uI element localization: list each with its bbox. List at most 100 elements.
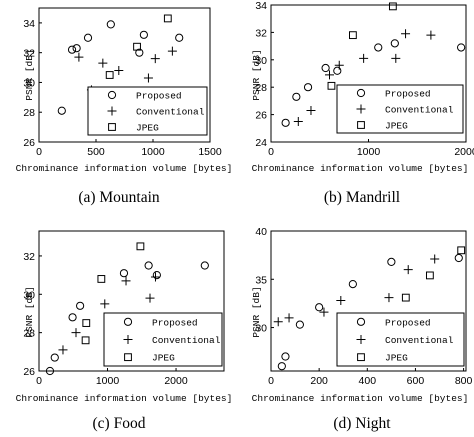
y-tick-label: 30 [23,289,35,301]
x-tick-label: 800 [455,375,473,387]
panel-mountain: 0 500 1000 1500 26 28 30 32 34 PSNR [dB] Chromin… [16,7,232,206]
x-tick-label: 1000 [96,375,120,387]
plot-frame [38,230,225,372]
x-tick-label: 0 [36,375,42,387]
x-tick-label: 0 [268,375,274,387]
legend-marker-circle [356,88,366,98]
y-tick-label: 28 [255,82,267,94]
point-square [136,242,145,251]
point-square [388,2,397,11]
y-tick-label: 30 [23,77,35,89]
point-square [425,271,434,280]
y-tick-label: 26 [23,137,35,149]
point-square [401,293,410,302]
x-axis-label: Chrominance information volume [bytes] [16,393,233,404]
point-circle [457,43,466,52]
legend-label: Proposed [385,317,431,328]
point-circle [454,253,463,263]
legend-marker-circle [107,90,117,100]
point-circle [144,261,153,270]
point-plus [58,345,68,355]
legend-label: JPEG [136,123,159,134]
point-circle [83,33,93,42]
point-plus [336,296,346,306]
point-plus [71,328,81,338]
panel-food: 0 1000 2000 26 28 30 32 PSNR [dB] Chrominance … [16,230,233,432]
point-plus [401,29,411,39]
panel-mandrill: 0 1000 2000 24 26 28 30 32 34 PSNR [dB] Chromina… [251,0,474,206]
point-circle [348,280,357,289]
point-plus [325,70,334,80]
point-circle [106,20,115,29]
point-plus [391,53,401,63]
point-plus [426,30,436,40]
y-tick-label: 26 [255,110,267,122]
panel-caption: (a) Mountain [78,189,160,206]
legend-label: Proposed [136,91,182,102]
point-circle [50,353,59,362]
y-tick-label: 35 [255,274,267,286]
legend-marker-plus [107,106,117,116]
point-plus [74,52,84,62]
point-plus [384,293,394,303]
legend-label: Conventional [136,107,205,118]
y-tick-label: 32 [23,251,35,263]
point-plus [150,54,160,64]
y-tick-label: 34 [23,18,35,30]
point-circle [45,366,55,376]
legend-label: Conventional [385,105,454,116]
point-plus [121,276,131,286]
point-plus [150,272,160,282]
point-plus [100,299,110,309]
point-square [133,42,141,51]
legend: Proposed Conventional JPEG [103,312,223,367]
point-square [457,246,466,255]
point-plus [143,73,153,83]
point-circle [277,362,286,371]
point-square [105,71,114,79]
plot-frame [38,7,211,143]
y-tick-label: 32 [23,48,35,60]
point-plus [359,53,369,63]
point-circle [321,63,330,73]
point-plus [293,116,303,126]
point-circle [175,33,184,42]
y-axis-label: PSNR [dB] [251,286,262,337]
legend-label: JPEG [152,353,175,364]
point-circle [139,30,148,39]
point-circle [281,352,290,361]
point-plus [319,307,329,317]
x-tick-label: 600 [407,375,425,387]
legend-marker-plus [356,104,366,114]
point-square [81,336,90,345]
point-plus [145,293,155,303]
legend-marker-plus [123,335,133,344]
x-tick-label: 500 [87,146,105,158]
legend-marker-square [108,123,116,131]
x-tick-label: 0 [268,146,274,158]
legend: Proposed Conventional JPEG [336,312,465,367]
y-tick-label: 26 [23,366,35,378]
panel-caption: (d) Night [333,415,391,432]
y-tick-label: 30 [255,323,267,335]
point-circle [295,320,304,329]
x-tick-label: 400 [359,375,377,387]
legend-label: JPEG [385,121,408,132]
legend-label: Proposed [152,317,198,328]
legend-marker-plus [356,335,366,344]
x-tick-label: 200 [310,375,328,387]
x-tick-label: 1500 [198,146,222,158]
point-square [82,319,91,327]
point-square [349,31,357,40]
x-tick-label: 2000 [454,146,474,158]
point-circle [303,83,313,92]
point-square [327,81,336,90]
y-tick-label: 34 [255,0,267,12]
point-plus [430,254,440,264]
point-circle [390,39,399,48]
y-axis-label: PSNR [dB] [24,49,35,100]
point-plus [114,66,124,76]
point-square [163,14,172,23]
point-circle [292,92,301,101]
x-tick-label: 1000 [141,146,165,158]
